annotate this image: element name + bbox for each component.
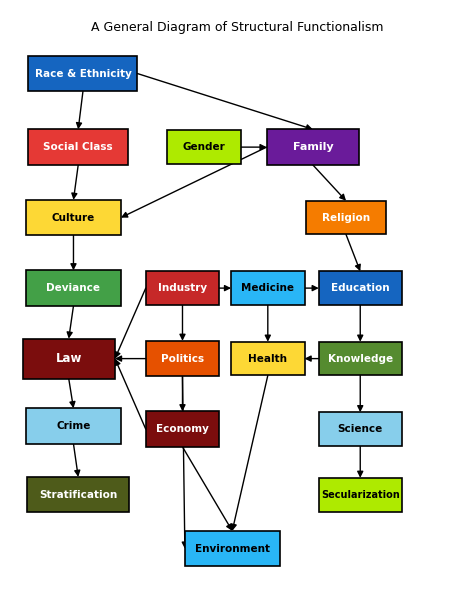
Text: Family: Family (292, 142, 333, 152)
FancyBboxPatch shape (185, 531, 280, 566)
FancyBboxPatch shape (266, 129, 359, 165)
Text: Law: Law (55, 352, 82, 365)
Text: Industry: Industry (158, 283, 207, 293)
FancyBboxPatch shape (319, 271, 401, 305)
FancyBboxPatch shape (319, 478, 401, 511)
FancyBboxPatch shape (28, 129, 128, 165)
Text: Education: Education (331, 283, 390, 293)
Text: Race & Ethnicity: Race & Ethnicity (35, 69, 131, 78)
Text: Politics: Politics (161, 354, 204, 364)
Text: Deviance: Deviance (46, 283, 100, 293)
FancyBboxPatch shape (231, 271, 304, 305)
FancyBboxPatch shape (22, 338, 115, 379)
FancyBboxPatch shape (231, 342, 304, 375)
FancyBboxPatch shape (319, 342, 401, 375)
Text: Secularization: Secularization (321, 490, 400, 500)
FancyBboxPatch shape (26, 408, 121, 444)
Text: Religion: Religion (322, 213, 370, 223)
Text: Culture: Culture (52, 213, 95, 223)
Text: Economy: Economy (156, 424, 209, 434)
Text: Health: Health (248, 354, 287, 364)
FancyBboxPatch shape (146, 411, 219, 447)
Text: Stratification: Stratification (39, 490, 118, 500)
FancyBboxPatch shape (28, 56, 137, 91)
FancyBboxPatch shape (27, 477, 129, 512)
FancyBboxPatch shape (146, 341, 219, 376)
Text: Gender: Gender (182, 142, 225, 152)
Text: Medicine: Medicine (241, 283, 294, 293)
FancyBboxPatch shape (26, 270, 121, 306)
Text: Environment: Environment (195, 544, 270, 554)
FancyBboxPatch shape (146, 271, 219, 305)
Text: Social Class: Social Class (44, 142, 113, 152)
Text: Crime: Crime (56, 421, 91, 431)
Text: A General Diagram of Structural Functionalism: A General Diagram of Structural Function… (91, 21, 383, 34)
FancyBboxPatch shape (26, 200, 121, 235)
Text: Science: Science (337, 424, 383, 434)
FancyBboxPatch shape (306, 200, 386, 234)
FancyBboxPatch shape (167, 130, 240, 164)
Text: Knowledge: Knowledge (328, 354, 393, 364)
FancyBboxPatch shape (319, 413, 401, 446)
